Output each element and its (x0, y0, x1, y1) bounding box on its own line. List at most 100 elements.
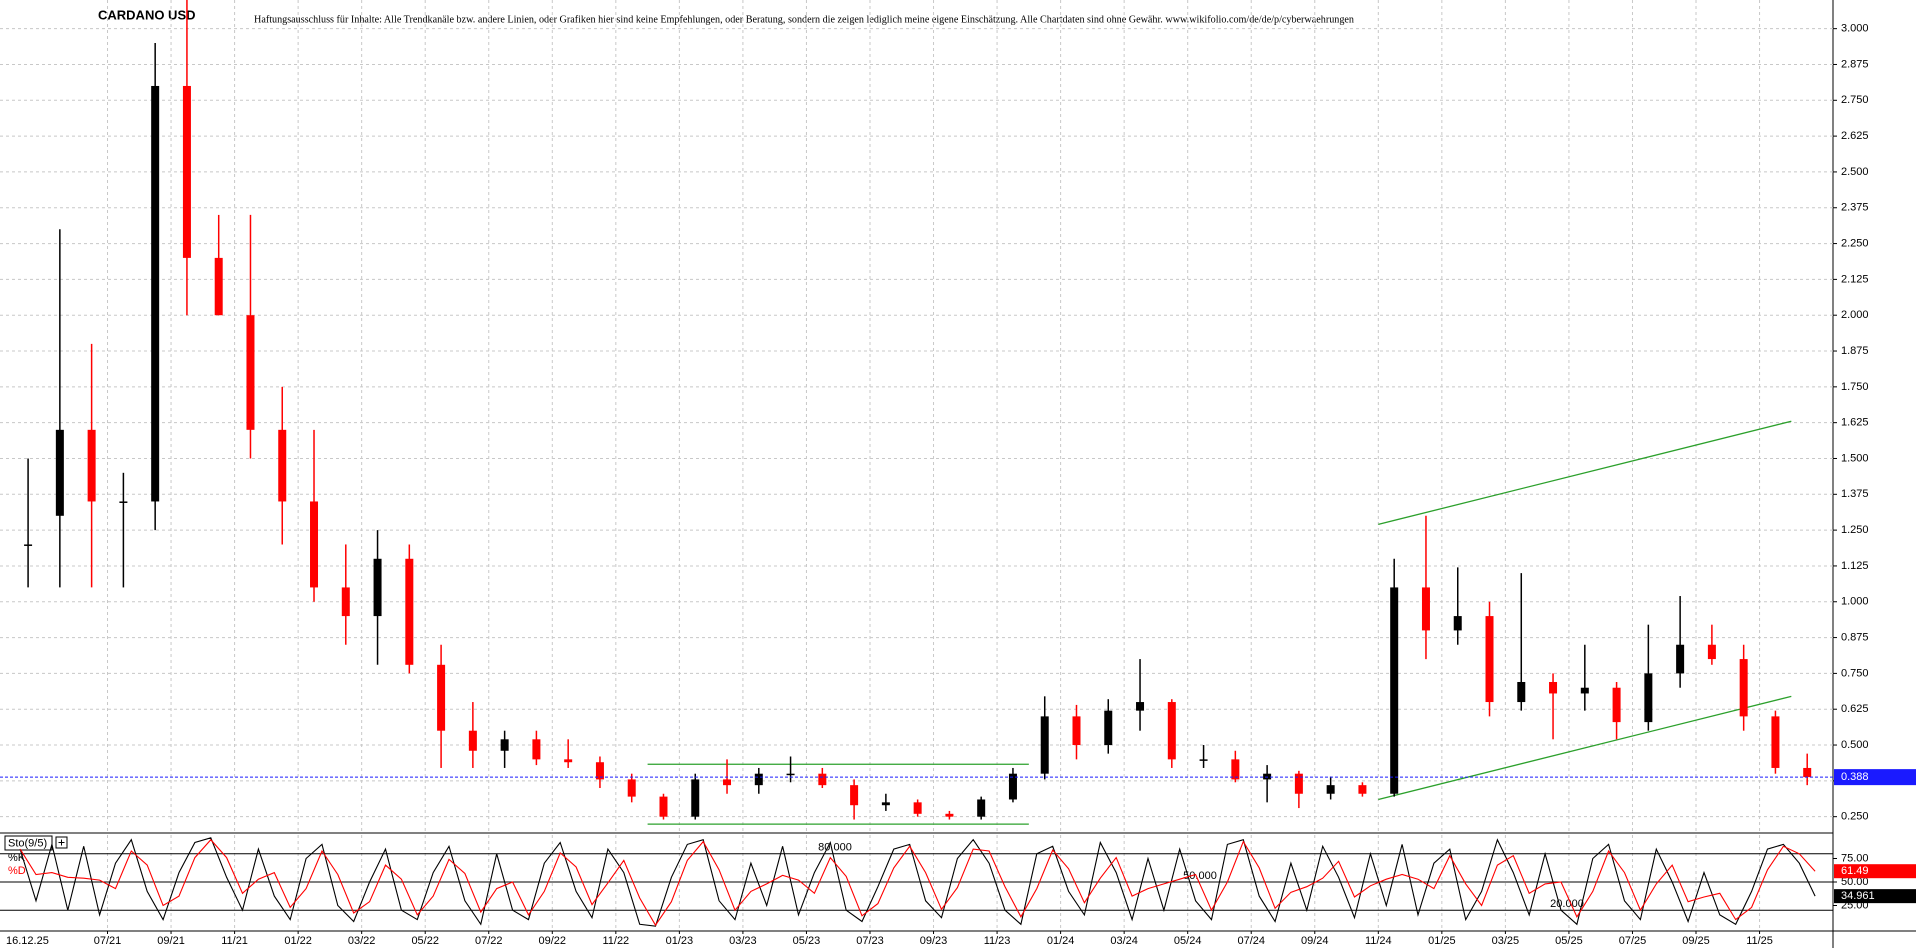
candle-body (87, 429, 96, 502)
x-tick-label: 09/21 (157, 935, 185, 947)
y-tick-label: 50.00 (1841, 876, 1869, 888)
x-tick-label: 05/23 (793, 935, 821, 947)
candle-body (55, 429, 64, 516)
candle-body (1771, 716, 1780, 768)
y-tick-label: 0.625 (1841, 703, 1869, 715)
level-label: 50.000 (1183, 870, 1217, 882)
candle-body (1263, 773, 1272, 780)
x-tick-label: 03/24 (1110, 935, 1138, 947)
x-tick-label: 05/22 (411, 935, 439, 947)
x-tick-label: 09/25 (1682, 935, 1710, 947)
candle-body (1104, 710, 1113, 746)
y-tick-label: 1.000 (1841, 596, 1869, 608)
candle-body (1008, 773, 1017, 800)
candle-body (945, 813, 954, 817)
candle-body (1231, 759, 1240, 780)
candle-body (1485, 616, 1494, 703)
y-tick-label: 0.250 (1841, 811, 1869, 823)
y-tick-label: 2.375 (1841, 202, 1869, 214)
candle-body (246, 315, 255, 430)
disclaimer: Haftungsausschluss für Inhalte: Alle Tre… (254, 14, 1354, 25)
candle-body (437, 664, 446, 731)
candle-body (214, 257, 223, 316)
value-label: 34.961 (1841, 890, 1875, 902)
candle-body (818, 773, 827, 786)
y-tick-label: 2.750 (1841, 94, 1869, 106)
candle-body (977, 799, 986, 817)
x-tick-label: 11/25 (1746, 935, 1773, 947)
candle-body (595, 762, 604, 780)
candle-body (1294, 773, 1303, 794)
date-label: 16.12.25 (6, 935, 49, 947)
candle-body (500, 739, 509, 751)
last-price-box (1834, 769, 1916, 786)
y-tick-label: 2.875 (1841, 58, 1869, 70)
candle-body (659, 796, 668, 817)
x-tick-label: 01/22 (284, 935, 312, 947)
value-label: 61.49 (1841, 865, 1869, 877)
candle-body (1072, 716, 1081, 746)
candle-body (627, 779, 636, 797)
candle-body (532, 739, 541, 760)
candle-body (1549, 681, 1558, 694)
candle-body (723, 779, 732, 786)
candle-body (1803, 767, 1812, 778)
y-tick-label: 1.375 (1841, 488, 1869, 500)
x-tick-label: 07/25 (1619, 935, 1647, 947)
y-tick-label: 1.250 (1841, 524, 1869, 536)
last-price-label: 0.388 (1841, 771, 1869, 783)
x-tick-label: 05/24 (1174, 935, 1202, 947)
x-tick-label: 01/24 (1047, 935, 1075, 947)
trendline (1378, 695, 1792, 801)
trendline (1378, 420, 1792, 526)
x-tick-label: 03/25 (1492, 935, 1520, 947)
candle-body (278, 429, 287, 502)
candle-body (850, 785, 859, 806)
candle-body (564, 759, 573, 763)
candle-body (786, 773, 795, 776)
y-tick-label: 2.500 (1841, 166, 1869, 178)
x-tick-label: 01/25 (1428, 935, 1456, 947)
candle-body (913, 802, 922, 814)
x-tick-label: 09/22 (539, 935, 567, 947)
x-tick-label: 11/23 (984, 935, 1011, 947)
y-tick-label: 1.625 (1841, 417, 1869, 429)
candle-body (1421, 587, 1430, 631)
x-tick-label: 11/24 (1365, 935, 1392, 947)
y-tick-label: 2.625 (1841, 130, 1869, 142)
candle-body (1326, 785, 1335, 794)
legend-entry: %D (8, 865, 26, 877)
candle-body (373, 558, 382, 617)
legend-entry: %K (8, 852, 26, 864)
x-tick-label: 03/23 (729, 935, 757, 947)
candle-body (1676, 644, 1685, 674)
y-tick-label: 2.250 (1841, 237, 1869, 249)
candle-body (754, 773, 763, 786)
x-tick-label: 03/22 (348, 935, 376, 947)
candle-body (1453, 616, 1462, 631)
x-tick-label: 01/23 (666, 935, 694, 947)
x-tick-label: 05/25 (1555, 935, 1583, 947)
indicator-line (19, 838, 1816, 927)
y-tick-label: 3.000 (1841, 23, 1869, 35)
chart-title: CARDANO USD (98, 7, 196, 22)
candle-body (1358, 785, 1367, 794)
candle-body (24, 544, 33, 546)
candle-body (1517, 681, 1526, 703)
y-tick-label: 1.875 (1841, 345, 1869, 357)
y-tick-label: 1.750 (1841, 381, 1869, 393)
x-tick-label: 07/22 (475, 935, 503, 947)
y-tick-label: 1.125 (1841, 560, 1869, 572)
add-icon (58, 839, 65, 846)
candle-body (1040, 716, 1049, 774)
candle-body (1580, 687, 1589, 694)
candle-body (1707, 644, 1716, 660)
x-tick-label: 07/21 (94, 935, 122, 947)
candle-body (691, 779, 700, 817)
value-box (1834, 889, 1916, 904)
level-label: 80.000 (818, 842, 852, 854)
